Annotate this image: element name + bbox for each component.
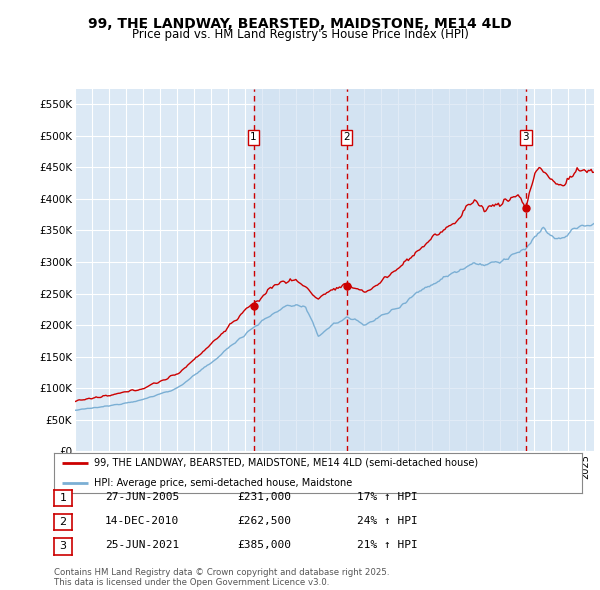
Text: 99, THE LANDWAY, BEARSTED, MAIDSTONE, ME14 4LD: 99, THE LANDWAY, BEARSTED, MAIDSTONE, ME… [88, 17, 512, 31]
Text: HPI: Average price, semi-detached house, Maidstone: HPI: Average price, semi-detached house,… [94, 478, 352, 487]
Bar [254, 88, 526, 451]
Text: 2: 2 [59, 517, 67, 527]
Text: Contains HM Land Registry data © Crown copyright and database right 2025.
This d: Contains HM Land Registry data © Crown c… [54, 568, 389, 587]
Text: Price paid vs. HM Land Registry's House Price Index (HPI): Price paid vs. HM Land Registry's House … [131, 28, 469, 41]
Text: £385,000: £385,000 [237, 540, 291, 550]
Text: 99, THE LANDWAY, BEARSTED, MAIDSTONE, ME14 4LD (semi-detached house): 99, THE LANDWAY, BEARSTED, MAIDSTONE, ME… [94, 458, 478, 467]
Text: 25-JUN-2021: 25-JUN-2021 [105, 540, 179, 550]
Text: 3: 3 [59, 542, 67, 551]
Text: 3: 3 [523, 133, 529, 142]
Text: 17% ↑ HPI: 17% ↑ HPI [357, 492, 418, 502]
Text: £231,000: £231,000 [237, 492, 291, 502]
Text: 1: 1 [59, 493, 67, 503]
Text: 1: 1 [250, 133, 257, 142]
Text: 14-DEC-2010: 14-DEC-2010 [105, 516, 179, 526]
Text: 24% ↑ HPI: 24% ↑ HPI [357, 516, 418, 526]
Text: £262,500: £262,500 [237, 516, 291, 526]
Text: 2: 2 [343, 133, 350, 142]
Text: 21% ↑ HPI: 21% ↑ HPI [357, 540, 418, 550]
Text: 27-JUN-2005: 27-JUN-2005 [105, 492, 179, 502]
